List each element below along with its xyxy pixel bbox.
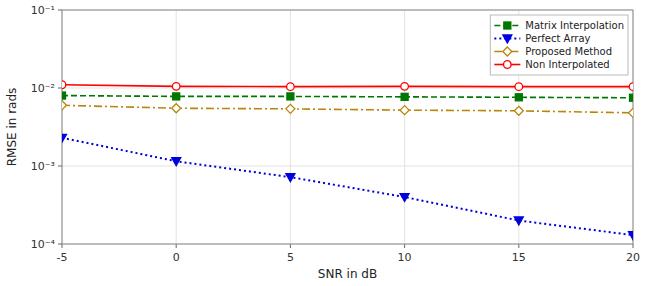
series-line <box>62 105 633 113</box>
grid-line <box>62 166 633 167</box>
tick-label: 10⁻² <box>31 82 55 95</box>
legend-label: Non Interpolated <box>525 59 609 70</box>
series <box>62 81 633 91</box>
data-point <box>287 93 294 100</box>
data-point <box>287 83 295 91</box>
data-point <box>629 83 633 91</box>
legend-marker <box>504 22 511 29</box>
legend: Matrix Interpolation Perfect Array Propose… <box>490 15 628 75</box>
series <box>62 134 633 239</box>
series-line <box>62 138 633 235</box>
tick <box>58 88 62 89</box>
data-point <box>514 106 523 115</box>
tick <box>58 244 62 245</box>
legend-marker <box>503 35 512 43</box>
legend-label: Matrix Interpolation <box>525 20 624 31</box>
grid-line <box>62 88 633 89</box>
plot-area <box>62 10 633 244</box>
data-point <box>62 81 66 89</box>
axes: -5 0 5 10 15 20 10⁻⁴ 10⁻³ 10⁻² 10⁻¹ <box>31 4 640 264</box>
series-line <box>62 96 633 98</box>
data-point <box>172 104 181 113</box>
data-point <box>172 158 181 166</box>
tick-label: 10 <box>398 251 412 264</box>
data-point <box>629 232 634 240</box>
tick <box>176 244 177 248</box>
tick-label: 10⁻³ <box>31 160 55 173</box>
data-point <box>629 108 634 117</box>
y-axis-label: RMSE in rads <box>5 88 19 167</box>
data-point <box>515 83 523 91</box>
data-point <box>62 134 67 142</box>
data-point <box>401 93 408 100</box>
data-point <box>62 101 67 110</box>
legend-marker <box>503 47 512 56</box>
grid-line <box>404 10 405 244</box>
tick-label: 10⁻¹ <box>31 4 55 17</box>
tick <box>518 244 519 248</box>
legend-label: Proposed Method <box>525 46 612 57</box>
data-point <box>286 174 295 182</box>
legend-box <box>490 15 628 75</box>
grid-line <box>176 10 177 244</box>
plot-frame <box>62 10 633 244</box>
tick <box>62 244 63 248</box>
data-point <box>400 106 409 115</box>
legend-marker <box>504 61 512 69</box>
data-point <box>400 194 409 202</box>
data-point <box>286 104 295 113</box>
tick <box>58 10 62 11</box>
tick-label: 20 <box>626 251 640 264</box>
legend-label: Perfect Array <box>525 33 590 44</box>
grid-line <box>290 10 291 244</box>
tick <box>404 244 405 248</box>
tick-label: -5 <box>57 251 68 264</box>
data-point <box>173 93 180 100</box>
tick-label: 0 <box>173 251 180 264</box>
tick-label: 10⁻⁴ <box>31 238 56 251</box>
series <box>62 92 633 101</box>
series-group <box>62 81 633 240</box>
x-axis-label: SNR in dB <box>318 267 377 281</box>
tick <box>290 244 291 248</box>
grid <box>62 10 633 244</box>
series-line <box>62 85 633 87</box>
data-point <box>630 94 634 101</box>
tick <box>633 244 634 248</box>
tick <box>58 166 62 167</box>
data-point <box>62 92 66 99</box>
data-point <box>401 83 409 91</box>
chart: -5 0 5 10 15 20 10⁻⁴ 10⁻³ 10⁻² 10⁻¹ SNR in dB RMSE … <box>0 0 647 286</box>
data-point <box>515 94 522 101</box>
tick-label: 15 <box>512 251 526 264</box>
data-point <box>514 217 523 225</box>
series <box>62 101 633 118</box>
tick-label: 5 <box>287 251 294 264</box>
data-point <box>172 83 180 91</box>
